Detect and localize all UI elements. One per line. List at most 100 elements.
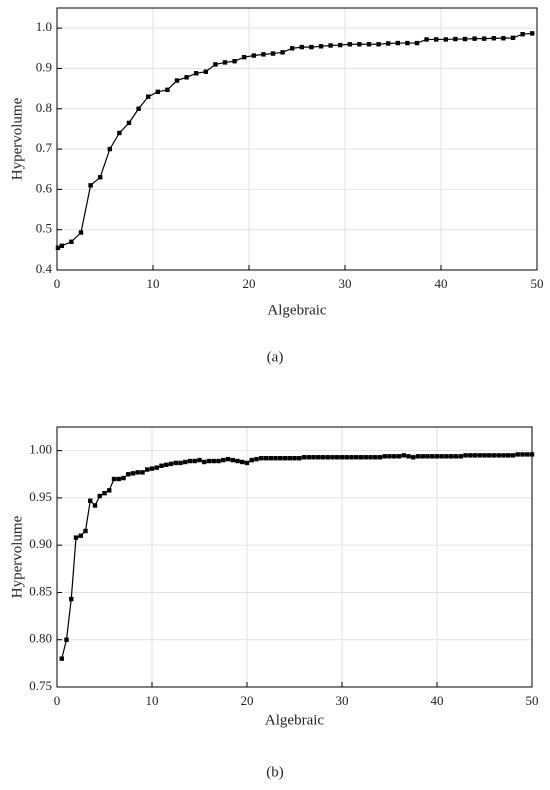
x-tick-label: 40 — [435, 276, 448, 291]
data-point — [309, 44, 314, 50]
data-point — [449, 454, 454, 459]
y-tick-label: 0.8 — [36, 100, 52, 115]
data-point — [373, 455, 378, 460]
x-tick-label: 30 — [339, 276, 352, 291]
data-point — [88, 498, 93, 503]
data-point — [472, 36, 477, 41]
data-point — [135, 470, 140, 475]
data-point — [414, 40, 420, 46]
caption: (a) — [267, 349, 284, 365]
x-tick-label: 40 — [431, 693, 444, 708]
x-tick-label: 20 — [243, 276, 256, 291]
data-point — [69, 596, 74, 602]
data-point — [140, 470, 145, 475]
data-point — [328, 43, 333, 48]
y-axis-label: Hypervolume — [9, 515, 25, 598]
data-point — [268, 456, 273, 461]
data-point — [482, 36, 487, 41]
data-point — [482, 453, 487, 458]
data-point — [292, 456, 297, 461]
data-point — [197, 457, 202, 463]
data-point — [78, 230, 84, 235]
data-point — [235, 458, 240, 464]
data-line — [61, 453, 532, 659]
data-point — [396, 454, 402, 459]
y-tick-label: 0.6 — [36, 180, 53, 195]
x-axis-label: Algebraic — [265, 712, 324, 728]
data-point — [83, 528, 88, 534]
data-point — [443, 37, 448, 42]
data-point — [222, 60, 228, 65]
data-point — [368, 455, 373, 460]
x-tick-label: 50 — [531, 276, 544, 291]
data-point — [468, 453, 473, 458]
data-point — [405, 40, 410, 46]
data-point — [230, 457, 235, 463]
data-point — [221, 457, 226, 463]
y-axis-label: Hypervolume — [9, 97, 25, 180]
y-tick-label: 1.00 — [29, 442, 52, 457]
data-point — [273, 456, 278, 461]
data-point — [117, 130, 122, 136]
data-point — [98, 175, 103, 180]
y-tick-label: 0.85 — [29, 583, 52, 598]
data-point — [130, 471, 136, 476]
data-point — [491, 453, 497, 458]
data-point — [491, 36, 496, 41]
data-point — [306, 455, 311, 460]
data-point — [501, 453, 506, 458]
x-tick-label: 0 — [54, 276, 61, 291]
data-point — [168, 461, 174, 467]
data-point — [299, 44, 304, 50]
data-point — [453, 454, 459, 459]
data-point — [121, 475, 126, 481]
data-point — [242, 54, 247, 60]
y-tick-label: 0.95 — [29, 489, 52, 504]
data-point — [382, 454, 387, 459]
data-point — [325, 455, 330, 460]
data-point — [311, 455, 316, 460]
data-point — [520, 32, 525, 37]
data-point — [126, 472, 131, 477]
data-point — [515, 452, 520, 457]
y-tick-label: 0.80 — [29, 631, 52, 646]
plot-frame — [56, 7, 538, 271]
data-point — [251, 53, 256, 58]
data-point — [184, 75, 189, 80]
data-point — [216, 458, 221, 464]
data-point — [173, 460, 178, 466]
data-point — [458, 454, 463, 459]
data-point — [415, 454, 421, 459]
data-point — [280, 50, 285, 55]
data-point — [165, 87, 170, 93]
data-point — [525, 452, 530, 457]
data-point — [244, 460, 250, 466]
data-point — [487, 453, 492, 458]
data-point — [69, 239, 74, 244]
data-point — [453, 36, 458, 42]
data-point — [55, 245, 61, 251]
data-point — [213, 62, 218, 67]
data-point — [301, 455, 307, 460]
data-point — [338, 42, 343, 48]
data-point — [206, 458, 212, 464]
y-tick-label: 0.5 — [36, 221, 52, 236]
x-tick-label: 50 — [526, 693, 539, 708]
data-point — [290, 46, 295, 51]
data-point — [297, 456, 302, 461]
data-point — [78, 533, 83, 538]
data-point — [477, 453, 482, 458]
data-point — [64, 637, 69, 642]
data-point — [439, 454, 444, 459]
data-point — [434, 454, 440, 459]
data-point — [249, 457, 254, 463]
data-point — [259, 456, 264, 461]
x-tick-label: 0 — [54, 693, 61, 708]
y-tick-label: 0.4 — [36, 261, 53, 276]
data-point — [261, 52, 266, 57]
data-point — [366, 42, 372, 47]
data-point — [376, 42, 381, 47]
data-point — [406, 454, 411, 459]
data-point — [102, 490, 107, 496]
data-point — [107, 488, 112, 493]
